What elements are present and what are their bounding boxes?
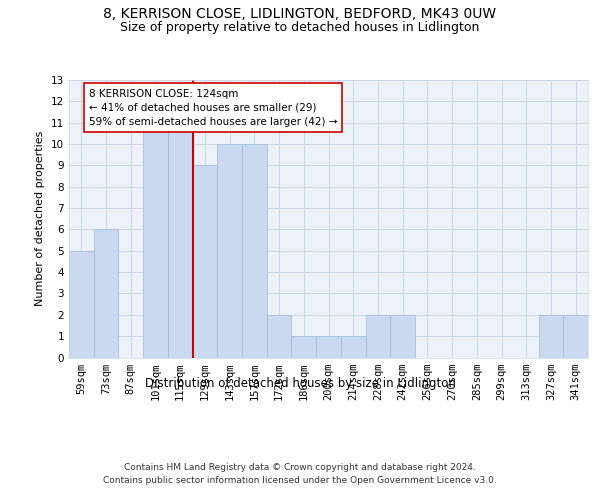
- Bar: [267, 315, 292, 358]
- Text: 8 KERRISON CLOSE: 124sqm
← 41% of detached houses are smaller (29)
59% of semi-d: 8 KERRISON CLOSE: 124sqm ← 41% of detach…: [89, 88, 337, 126]
- Text: 8, KERRISON CLOSE, LIDLINGTON, BEDFORD, MK43 0UW: 8, KERRISON CLOSE, LIDLINGTON, BEDFORD, …: [103, 8, 497, 22]
- Text: Contains HM Land Registry data © Crown copyright and database right 2024.
Contai: Contains HM Land Registry data © Crown c…: [103, 462, 497, 484]
- Bar: [341, 336, 365, 357]
- Bar: [539, 315, 563, 358]
- Bar: [94, 230, 118, 358]
- Bar: [365, 315, 390, 358]
- Bar: [168, 122, 193, 358]
- Bar: [563, 315, 588, 358]
- Bar: [69, 251, 94, 358]
- Text: Distribution of detached houses by size in Lidlington: Distribution of detached houses by size …: [145, 378, 455, 390]
- Bar: [390, 315, 415, 358]
- Bar: [193, 166, 217, 358]
- Bar: [292, 336, 316, 357]
- Bar: [143, 122, 168, 358]
- Bar: [316, 336, 341, 357]
- Y-axis label: Number of detached properties: Number of detached properties: [35, 131, 46, 306]
- Bar: [242, 144, 267, 358]
- Text: Size of property relative to detached houses in Lidlington: Size of property relative to detached ho…: [121, 21, 479, 34]
- Bar: [217, 144, 242, 358]
